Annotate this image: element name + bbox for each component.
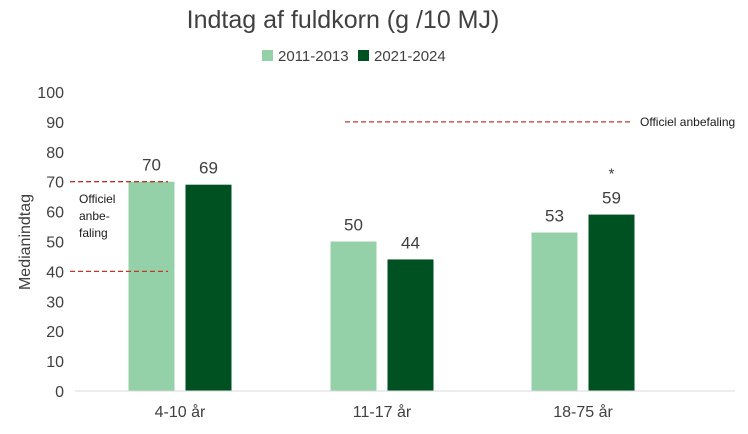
y-tick-label: 30 — [46, 294, 64, 311]
y-tick-label: 10 — [46, 354, 64, 371]
bar — [185, 184, 232, 391]
legend: 2011-2013 2021-2024 — [262, 48, 446, 65]
y-tick-label: 80 — [46, 145, 64, 162]
y-tick-label: 20 — [46, 324, 64, 341]
legend-label-2011-2013: 2011-2013 — [278, 48, 349, 65]
legend-label-2021-2024: 2021-2024 — [374, 48, 446, 65]
data-label: 44 — [401, 233, 420, 252]
y-tick-label: 40 — [46, 264, 64, 281]
data-label: 53 — [545, 207, 564, 226]
recommendation-label: Officiel anbe-faling — [79, 192, 115, 240]
legend-swatch-2021-2024 — [358, 50, 369, 61]
bar — [588, 214, 635, 391]
y-tick-label: 100 — [37, 85, 64, 102]
data-label: 50 — [344, 216, 363, 235]
legend-swatch-2011-2013 — [262, 50, 273, 61]
bar — [128, 181, 175, 391]
x-tick-label: 11-17 år — [353, 403, 412, 421]
x-axis-ticks: 4-10 år 11-17 år 18-75 år — [155, 403, 614, 421]
y-tick-label: 90 — [46, 115, 64, 132]
data-label: 59 — [602, 189, 621, 208]
y-tick-label: 0 — [55, 384, 64, 401]
y-axis-ticks: 0 10 20 30 40 50 60 70 80 90 100 — [37, 85, 64, 401]
x-tick-label: 4-10 år — [155, 403, 206, 421]
data-label: 70 — [142, 156, 161, 175]
x-tick-label: 18-75 år — [553, 403, 613, 421]
y-tick-label: 70 — [46, 175, 64, 192]
bars — [128, 181, 635, 391]
data-label: 69 — [199, 159, 218, 178]
y-axis-title: Medianindtag — [17, 194, 34, 290]
y-tick-label: 50 — [46, 235, 64, 252]
bar — [330, 241, 377, 391]
bar — [387, 259, 434, 391]
bar-value-labels: 70 69 50 44 53 59 * — [142, 156, 621, 253]
significance-marker: * — [609, 166, 615, 183]
chart-title: Indtag af fuldkorn (g /10 MJ) — [187, 6, 500, 34]
bar — [531, 232, 578, 391]
y-tick-label: 60 — [46, 205, 64, 222]
recommendation-label: Officiel anbefaling — [640, 115, 735, 129]
recommendation-lines: Officiel anbe-faling Officiel anbefaling — [70, 115, 735, 273]
